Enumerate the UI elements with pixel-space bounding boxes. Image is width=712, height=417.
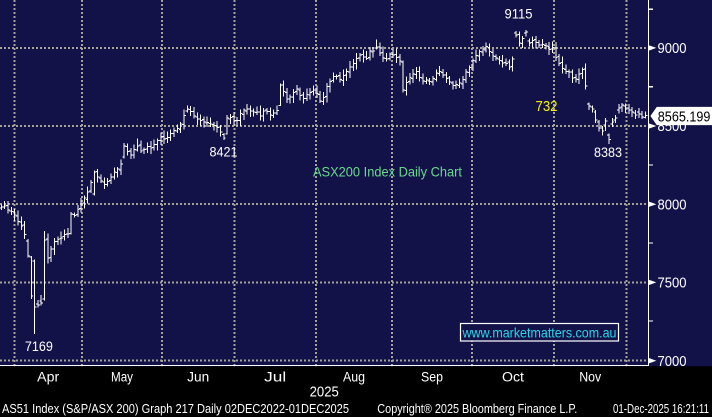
svg-text:9000: 9000 (658, 41, 687, 57)
svg-text:May: May (111, 370, 133, 385)
svg-text:Jun: Jun (187, 370, 209, 385)
svg-text:Jul: Jul (264, 370, 286, 385)
svg-text:7169: 7169 (25, 338, 53, 354)
svg-text:Apr: Apr (37, 370, 60, 385)
svg-text:www.marketmatters.com.au: www.marketmatters.com.au (462, 325, 617, 341)
svg-text:01-Dec-2025 16:21:11: 01-Dec-2025 16:21:11 (613, 401, 709, 416)
svg-text:ASX200 Index Daily Chart: ASX200 Index Daily Chart (313, 164, 462, 180)
svg-text:Aug: Aug (343, 370, 365, 385)
svg-text:Oct: Oct (502, 370, 524, 385)
svg-text:8000: 8000 (658, 197, 687, 213)
svg-text:9115: 9115 (505, 6, 533, 22)
svg-text:2025: 2025 (310, 385, 339, 401)
svg-text:Copyright® 2025 Bloomberg Fina: Copyright® 2025 Bloomberg Finance L.P. (377, 401, 577, 416)
svg-text:7000: 7000 (658, 354, 687, 370)
svg-text:Sep: Sep (421, 370, 443, 385)
svg-text:8421: 8421 (210, 144, 238, 160)
svg-text:732: 732 (536, 98, 558, 115)
svg-text:Nov: Nov (579, 370, 601, 385)
svg-text:AS51 Index (S&P/ASX 200) Graph: AS51 Index (S&P/ASX 200) Graph 217 Daily… (2, 401, 349, 416)
svg-text:8565.199: 8565.199 (658, 109, 711, 126)
svg-text:8383: 8383 (594, 144, 622, 160)
svg-text:7500: 7500 (658, 276, 687, 292)
